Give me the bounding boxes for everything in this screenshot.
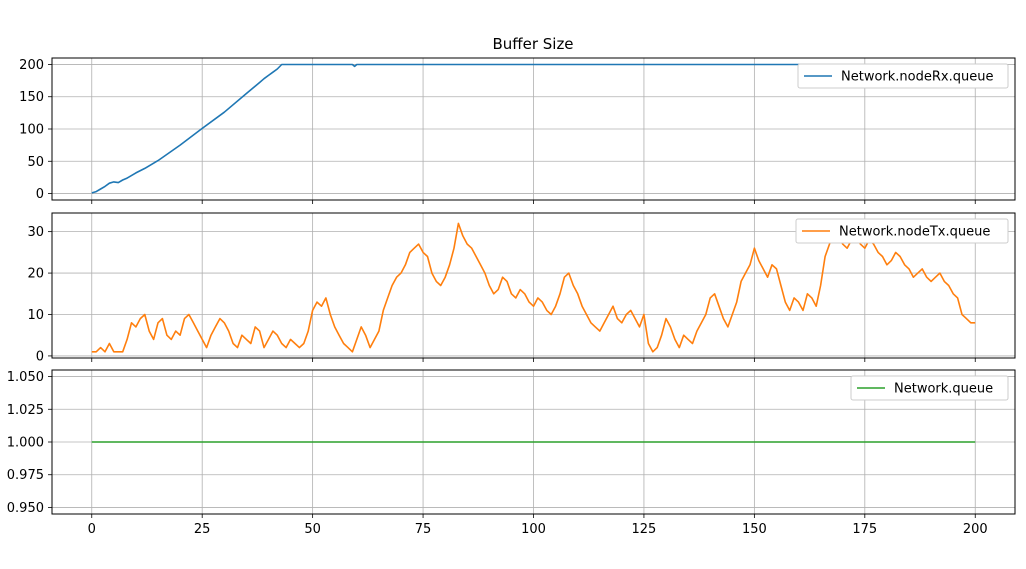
y-tick-label: 0 [36, 349, 44, 364]
series-line-2-1 [91, 222, 976, 353]
subplot-3: 0 25 50 75 100 125 150 175 200 0.950 0.975 1.000 1.0… [7, 369, 1016, 537]
legend-label: Network.nodeTx.queue [839, 225, 990, 240]
y-tick-label: 0.950 [7, 501, 44, 516]
legend-frame [850, 375, 1009, 401]
subplot-2: 0 10 20 30 Network.nodeTx.queue [27, 212, 1016, 364]
y-tick-label: 0 [36, 187, 44, 202]
figure-title: Buffer Size [492, 35, 573, 53]
series-line-1-1 [91, 63, 976, 194]
y-tick-label: 1.025 [7, 403, 44, 418]
x-tick-label: 175 [852, 522, 877, 537]
y-tick-label: 1.000 [7, 436, 44, 451]
y-tick-label: 200 [19, 58, 44, 73]
x-tick-label: 50 [304, 522, 321, 537]
legend-label: Network.queue [894, 382, 993, 397]
legend-frame [795, 218, 1009, 244]
y-tick-label: 150 [19, 90, 44, 105]
y-tick-label: 100 [19, 123, 44, 138]
x-tick-label: 25 [194, 522, 211, 537]
subplot-1: 0 50 100 150 200 Network.nodeRx.queue [19, 57, 1016, 204]
legend: Network.nodeRx.queue [797, 63, 1009, 89]
x-tick-label: 75 [415, 522, 432, 537]
x-tick-label: 150 [742, 522, 767, 537]
x-tick-label: 125 [632, 522, 657, 537]
x-tick-label: 100 [521, 522, 546, 537]
legend: Network.queue [850, 375, 1009, 401]
legend-frame [797, 63, 1009, 89]
legend-label: Network.nodeRx.queue [841, 70, 993, 85]
y-tick-label: 20 [27, 267, 44, 282]
y-tick-label: 50 [27, 155, 44, 170]
y-tick-label: 30 [27, 225, 44, 240]
legend: Network.nodeTx.queue [795, 218, 1009, 244]
y-tick-label: 0.975 [7, 468, 44, 483]
x-tick-label: 200 [963, 522, 988, 537]
y-tick-label: 10 [27, 308, 44, 323]
axes-group: 0 50 100 150 200 Network.nodeRx.queue 0 10 20 30 N… [7, 57, 1016, 537]
x-tick-label: 0 [88, 522, 96, 537]
y-tick-label: 1.050 [7, 370, 44, 385]
